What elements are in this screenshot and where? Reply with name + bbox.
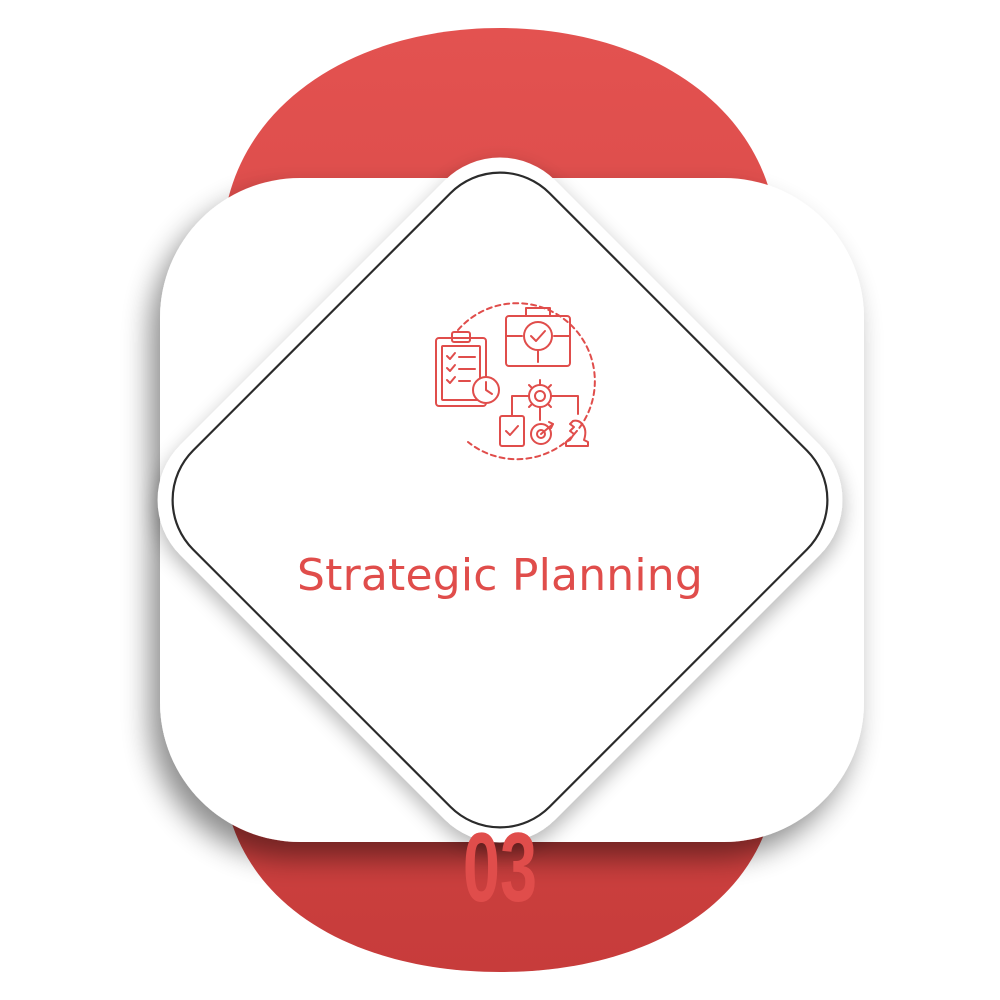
magnifier-check-icon: [523, 321, 553, 363]
diamond-panel: [157, 157, 843, 843]
document-check-icon: [499, 415, 525, 447]
briefcase-icon: [505, 307, 571, 367]
card-title: Strategic Planning: [296, 550, 704, 601]
chess-knight-icon: [565, 419, 589, 447]
clipboard-checklist-icon: [435, 331, 487, 407]
dashed-circle-icon: [457, 302, 596, 461]
target-icon: [530, 421, 554, 445]
card-number: 03: [462, 812, 538, 922]
clock-icon: [472, 376, 500, 404]
diamond-outline: [171, 171, 829, 829]
strategic-planning-icon: [435, 302, 596, 461]
